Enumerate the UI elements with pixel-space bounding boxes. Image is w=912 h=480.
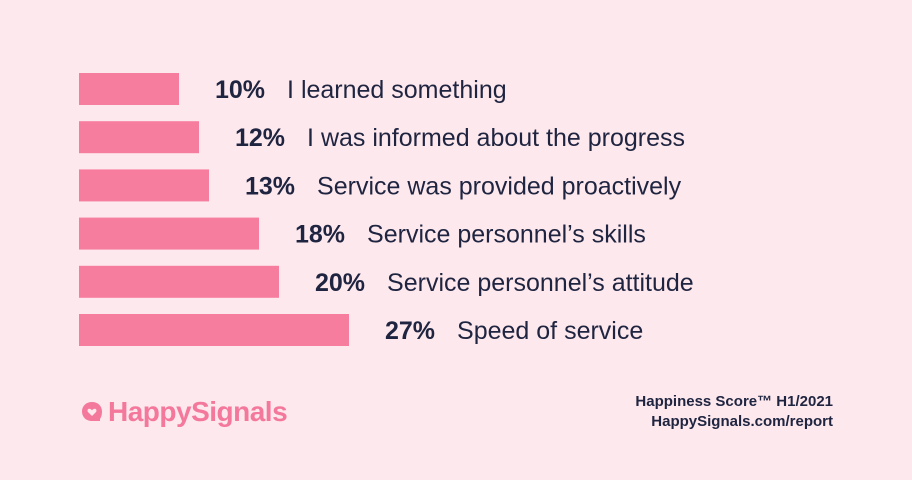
bar <box>79 217 259 250</box>
bar <box>79 314 349 346</box>
footer-line-1: Happiness Score™ H1/2021 <box>635 393 833 410</box>
bar <box>79 73 179 105</box>
category-label: Service was provided proactively <box>317 172 682 200</box>
value-label: 27% <box>385 317 435 345</box>
brand-logo: HappySignals <box>80 396 288 428</box>
brand-name: HappySignals <box>108 396 288 427</box>
value-label: 10% <box>215 76 265 104</box>
value-label: 12% <box>235 124 285 152</box>
footer-source: Happiness Score™ H1/2021 HappySignals.co… <box>635 392 833 432</box>
footer-line-2: HappySignals.com/report <box>651 413 833 430</box>
bar <box>79 121 199 154</box>
category-label: Service personnel’s attitude <box>387 269 694 297</box>
category-label: Speed of service <box>457 317 643 345</box>
bar <box>79 169 209 202</box>
value-label: 18% <box>295 221 345 249</box>
speech-heart-icon <box>82 402 102 421</box>
value-label: 13% <box>245 172 295 200</box>
bar <box>79 265 279 298</box>
category-label: I learned something <box>287 76 507 104</box>
value-label: 20% <box>315 269 365 297</box>
category-label: Service personnel’s skills <box>367 221 646 249</box>
category-label: I was informed about the progress <box>307 124 685 152</box>
